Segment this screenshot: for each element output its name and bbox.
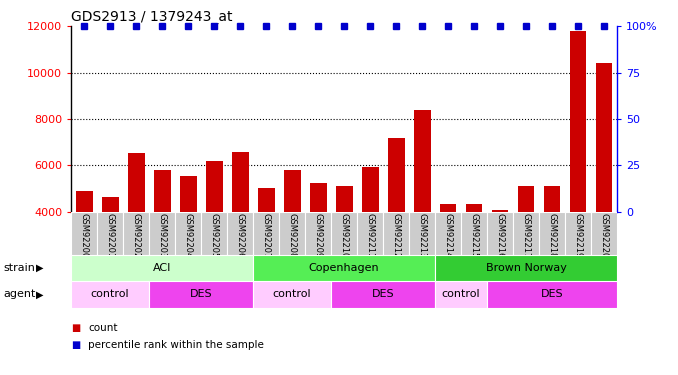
Text: control: control bbox=[442, 290, 480, 299]
Text: GSM92200: GSM92200 bbox=[80, 213, 89, 258]
Bar bbox=[435, 281, 487, 308]
Bar bbox=[435, 255, 617, 281]
Text: GSM92209: GSM92209 bbox=[314, 213, 323, 258]
Bar bbox=[466, 204, 483, 212]
Text: ▶: ▶ bbox=[36, 263, 43, 273]
Bar bbox=[253, 281, 331, 308]
Bar bbox=[258, 188, 275, 212]
Bar bbox=[175, 212, 201, 255]
Bar bbox=[279, 212, 305, 255]
Bar bbox=[591, 212, 617, 255]
Bar bbox=[539, 212, 565, 255]
Bar bbox=[127, 153, 144, 212]
Text: GSM92219: GSM92219 bbox=[574, 213, 582, 258]
Bar bbox=[517, 186, 534, 212]
Bar bbox=[565, 212, 591, 255]
Text: DES: DES bbox=[190, 290, 212, 299]
Text: GSM92220: GSM92220 bbox=[599, 213, 608, 258]
Bar bbox=[123, 212, 149, 255]
Bar bbox=[487, 212, 513, 255]
Text: control: control bbox=[273, 290, 311, 299]
Text: GSM92211: GSM92211 bbox=[365, 213, 374, 258]
Text: GSM92204: GSM92204 bbox=[184, 213, 193, 258]
Bar bbox=[283, 170, 300, 212]
Text: GSM92216: GSM92216 bbox=[496, 213, 504, 258]
Bar bbox=[149, 212, 175, 255]
Text: count: count bbox=[88, 323, 118, 333]
Bar bbox=[570, 31, 586, 212]
Text: ■: ■ bbox=[71, 340, 81, 350]
Bar bbox=[205, 161, 222, 212]
Bar bbox=[487, 281, 617, 308]
Text: GSM92208: GSM92208 bbox=[287, 213, 296, 258]
Bar bbox=[154, 170, 171, 212]
Bar bbox=[180, 176, 197, 212]
Bar bbox=[414, 110, 431, 212]
Text: ACI: ACI bbox=[153, 263, 172, 273]
Text: control: control bbox=[91, 290, 129, 299]
Bar bbox=[336, 186, 353, 212]
Text: GSM92215: GSM92215 bbox=[470, 213, 479, 258]
Bar bbox=[595, 63, 612, 212]
Bar bbox=[357, 212, 383, 255]
Bar bbox=[310, 183, 327, 212]
Bar bbox=[544, 186, 561, 212]
Bar bbox=[331, 281, 435, 308]
Bar bbox=[97, 212, 123, 255]
Bar bbox=[253, 212, 279, 255]
Bar bbox=[331, 212, 357, 255]
Text: Brown Norway: Brown Norway bbox=[485, 263, 566, 273]
Text: GDS2913 / 1379243_at: GDS2913 / 1379243_at bbox=[71, 10, 233, 24]
Text: agent: agent bbox=[3, 290, 36, 299]
Bar bbox=[439, 204, 456, 212]
Text: ▶: ▶ bbox=[36, 290, 43, 299]
Bar bbox=[361, 166, 378, 212]
Text: GSM92214: GSM92214 bbox=[443, 213, 452, 258]
Text: Copenhagen: Copenhagen bbox=[308, 263, 380, 273]
Text: GSM92207: GSM92207 bbox=[262, 213, 271, 258]
Bar bbox=[71, 212, 97, 255]
Bar bbox=[388, 138, 405, 212]
Text: GSM92217: GSM92217 bbox=[521, 213, 530, 258]
Bar bbox=[435, 212, 461, 255]
Bar bbox=[149, 281, 253, 308]
Bar bbox=[409, 212, 435, 255]
Text: strain: strain bbox=[3, 263, 35, 273]
Bar bbox=[461, 212, 487, 255]
Text: ■: ■ bbox=[71, 323, 81, 333]
Text: DES: DES bbox=[540, 290, 563, 299]
Text: GSM92202: GSM92202 bbox=[132, 213, 140, 258]
Text: GSM92201: GSM92201 bbox=[106, 213, 115, 258]
Text: GSM92205: GSM92205 bbox=[210, 213, 218, 258]
Bar bbox=[305, 212, 331, 255]
Text: percentile rank within the sample: percentile rank within the sample bbox=[88, 340, 264, 350]
Text: GSM92212: GSM92212 bbox=[392, 213, 401, 258]
Bar bbox=[232, 152, 249, 212]
Bar bbox=[76, 191, 93, 212]
Bar bbox=[227, 212, 253, 255]
Text: GSM92210: GSM92210 bbox=[340, 213, 348, 258]
Bar bbox=[383, 212, 409, 255]
Text: GSM92213: GSM92213 bbox=[418, 213, 426, 258]
Bar bbox=[513, 212, 539, 255]
Bar bbox=[102, 197, 119, 212]
Bar bbox=[492, 210, 508, 212]
Bar bbox=[201, 212, 227, 255]
Text: GSM92218: GSM92218 bbox=[548, 213, 557, 258]
Bar bbox=[71, 255, 253, 281]
Text: GSM92206: GSM92206 bbox=[236, 213, 245, 258]
Bar bbox=[253, 255, 435, 281]
Bar bbox=[71, 281, 149, 308]
Text: DES: DES bbox=[372, 290, 395, 299]
Text: GSM92203: GSM92203 bbox=[158, 213, 167, 258]
